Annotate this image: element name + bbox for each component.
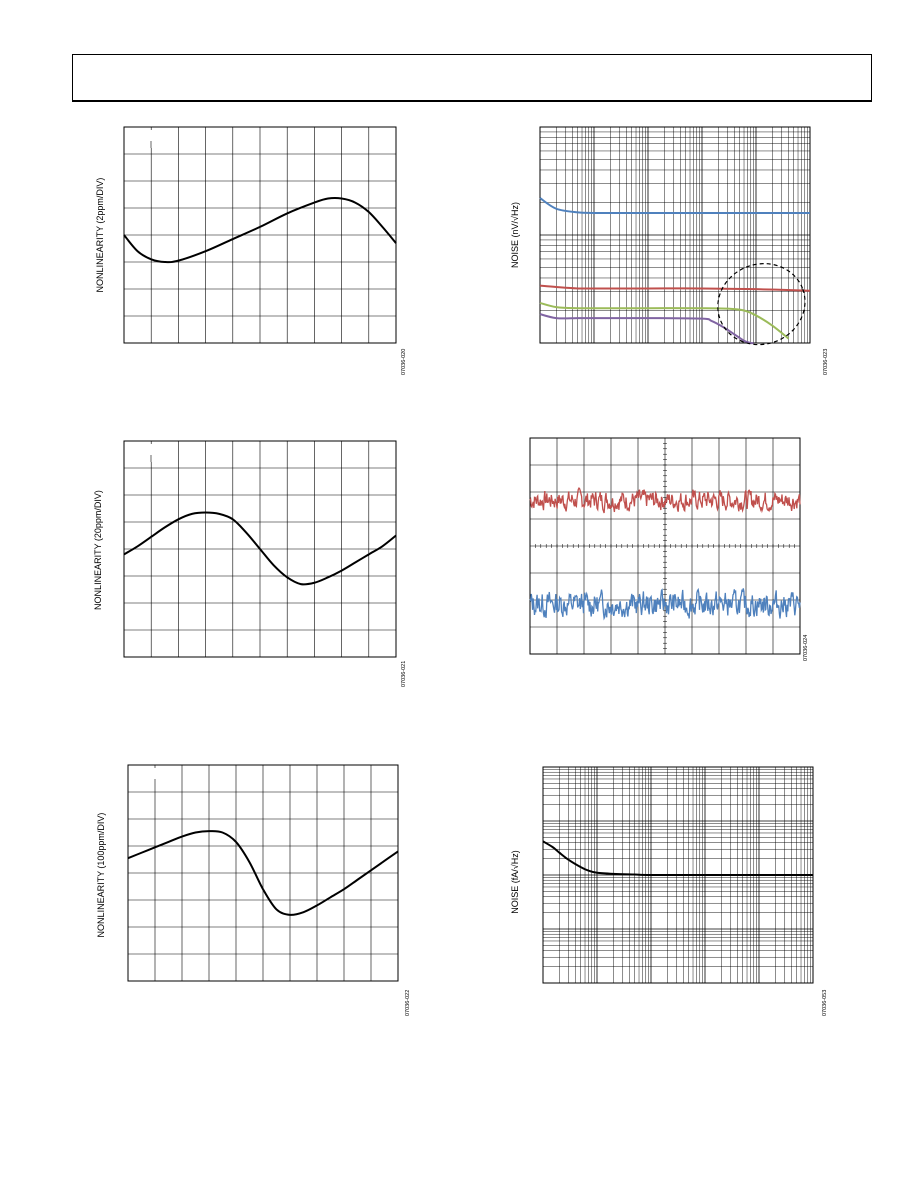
- series-line-0: [123, 197, 397, 264]
- noise-time-domain-chart: [529, 437, 801, 655]
- series-line-0: [542, 840, 813, 877]
- series-line-0: [539, 197, 810, 214]
- nonlinearity-100ppm-chart: [127, 764, 399, 982]
- series-line-0: [127, 830, 399, 916]
- noise-trace-1: [529, 587, 801, 621]
- series-line-1: [539, 284, 811, 292]
- page-header-box: [72, 54, 872, 102]
- series-line-2: [539, 301, 790, 340]
- chart2-ylabel: NOISE (nV/√Hz): [510, 202, 520, 268]
- current-noise-density-chart: [542, 766, 814, 984]
- chart6-figure-id: 07036-053: [822, 989, 828, 1016]
- chart1-ylabel: NONLINEARITY (2ppm/DIV): [95, 177, 105, 293]
- grid-lines: [539, 127, 810, 344]
- chart3-ylabel: NONLINEARITY (20ppm/DIV): [93, 490, 103, 610]
- nonlinearity-2ppm-chart: [123, 126, 397, 344]
- axis-ticks: [535, 443, 795, 649]
- plot-frame: [127, 764, 399, 982]
- plot-frame: [529, 437, 801, 655]
- chart5-ylabel: NONLINEARITY (100ppm/DIV): [96, 812, 106, 938]
- nonlinearity-20ppm-chart: [123, 440, 397, 658]
- chart5-figure-id: 07036-022: [405, 989, 411, 1016]
- plot-frame: [123, 440, 397, 658]
- voltage-noise-density-chart: [539, 126, 811, 346]
- chart4-figure-id: 07036-024: [803, 634, 809, 661]
- dashed-ellipse-annotation: [717, 263, 806, 346]
- series-line-0: [123, 511, 397, 586]
- grid-lines: [124, 127, 396, 343]
- grid-lines: [128, 765, 398, 981]
- noise-trace-0: [529, 487, 801, 514]
- chart2-figure-id: 07036-023: [823, 348, 829, 375]
- chart1-figure-id: 07036-020: [401, 348, 407, 375]
- series-line-3: [539, 313, 754, 345]
- chart3-figure-id: 07036-021: [401, 660, 407, 687]
- chart6-ylabel: NOISE (fA/√Hz): [510, 850, 520, 914]
- plot-frame: [539, 126, 811, 344]
